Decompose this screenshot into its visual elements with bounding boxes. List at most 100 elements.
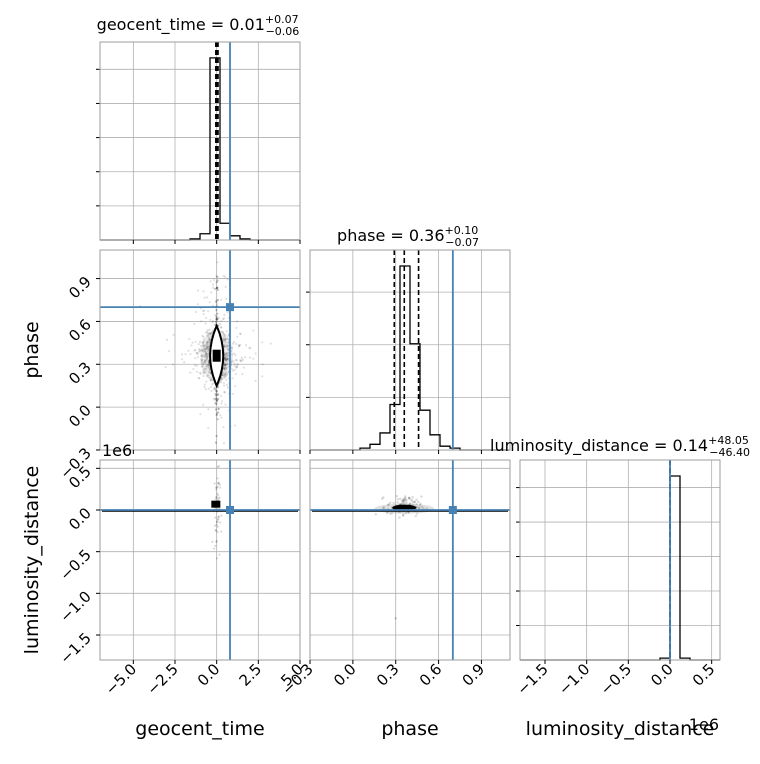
y-axis-label-luminosity-distance: luminosity_distance (21, 466, 43, 655)
ld-geocent-sample-point (214, 528, 217, 532)
phase-geocent-sample-point (207, 337, 210, 340)
phase-geocent-sample-point (204, 352, 208, 355)
ld-phase-sample-point (414, 514, 418, 518)
ld-phase-sample-point (402, 514, 405, 517)
phase-geocent-sample-point (206, 345, 210, 348)
phase-geocent-sample-point (207, 338, 210, 341)
phase-geocent-sample-point (252, 329, 255, 332)
phase-geocent-sample-point (210, 291, 213, 294)
phase-geocent-sample-point (230, 347, 233, 350)
phase-geocent-sample-point (209, 378, 212, 382)
ld-phase-sample-point (417, 507, 421, 510)
phase-geocent-sample-point (202, 371, 205, 374)
phase-geocent-sample-point (211, 286, 215, 289)
phase-geocent-sample-point (195, 351, 198, 355)
ld-geocent-sample-point (218, 496, 221, 499)
phase-geocent-sample-point (214, 313, 217, 317)
phase-geocent-sample-point (224, 363, 227, 366)
ld-geocent-sample-point (216, 485, 219, 488)
phase-geocent-sample-point (209, 280, 212, 283)
ld-geocent-sample-point (215, 557, 218, 560)
phase-geocent-streak-point (216, 393, 219, 397)
phase-geocent-sample-point (223, 345, 227, 348)
phase-geocent-streak-point (215, 287, 219, 290)
title-geocent-time-upper-error: +0.07 (265, 13, 299, 26)
phase-geocent-sample-point (207, 345, 210, 348)
phase-geocent-sample-point (223, 363, 227, 367)
phase-geocent-sample-point (224, 285, 227, 288)
phase-geocent-sample-point (224, 366, 227, 370)
phase-geocent-sample-point (226, 354, 230, 357)
phase-geocent-sample-point (198, 348, 201, 351)
phase-geocent-sample-point (205, 347, 208, 351)
phase-geocent-sample-point (221, 318, 225, 321)
phase-geocent-sample-point (223, 364, 227, 367)
phase-geocent-sample-point (201, 354, 204, 357)
phase-geocent-sample-point (203, 309, 206, 312)
phase-geocent-streak-point (213, 386, 217, 390)
phase-geocent-sample-point (226, 348, 230, 351)
title-phase-value: phase = 0.36 (337, 226, 444, 245)
phase-geocent-sample-point (206, 341, 209, 344)
phase-geocent-sample-point (207, 310, 210, 313)
phase-geocent-sample-point (207, 347, 210, 351)
phase-geocent-sample-point (212, 278, 216, 282)
phase-geocent-sample-point (201, 341, 205, 344)
phase-geocent-sample-point (238, 345, 241, 348)
phase-geocent-sample-point (231, 369, 234, 372)
phase-geocent-sample-point (200, 355, 204, 358)
phase-geocent-sample-point (202, 344, 205, 347)
phase-geocent-sample-point (195, 352, 198, 355)
ld-phase-sample-point (407, 497, 411, 500)
phase-geocent-streak-point (214, 402, 217, 405)
phase-geocent-sample-point (189, 371, 192, 374)
phase-geocent-streak-point (215, 280, 218, 284)
phase-geocent-streak-point (215, 315, 218, 318)
ld-phase-sample-point (390, 512, 394, 515)
phase-geocent-sample-point (222, 367, 226, 370)
ld-phase-sample-point (420, 505, 424, 509)
phase-geocent-sample-point (202, 350, 206, 353)
ld-phase-sample-point (411, 496, 414, 499)
phase-geocent-sample-point (210, 379, 213, 382)
phase-geocent-sample-point (196, 370, 199, 373)
phase-geocent-sample-point (220, 378, 223, 381)
phase-geocent-sample-point (201, 358, 204, 361)
ld-geocent-sample-point (211, 540, 214, 543)
phase-geocent-sample-point (209, 379, 212, 382)
phase-geocent-sample-point (226, 278, 229, 281)
phase-geocent-sample-point (171, 363, 175, 366)
title-luminosity-distance-upper-error: +48.05 (708, 434, 749, 447)
ld-geocent-sample-point (217, 517, 220, 521)
phase-geocent-sample-point (219, 322, 222, 326)
phase-geocent-sample-point (208, 339, 211, 342)
ld-ytick-label: −0.5 (56, 546, 94, 584)
phase-geocent-sample-point (194, 340, 197, 343)
phase-geocent-sample-point (206, 346, 210, 349)
ld-phase-sample-point (389, 501, 392, 505)
ld-x-offset-label: 1e6 (689, 715, 719, 734)
ld-histogram (520, 475, 720, 661)
phase-geocent-sample-point (224, 341, 227, 344)
phase-geocent-sample-point (202, 362, 205, 365)
phase-geocent-sample-point (225, 363, 228, 366)
ld-geocent-sample-point (216, 518, 220, 522)
ld-geocent-sample-point (217, 515, 220, 518)
phase-geocent-sample-point (226, 362, 229, 365)
phase-geocent-sample-point (223, 334, 226, 337)
phase-geocent-sample-point (216, 261, 219, 264)
phase-geocent-sample-point (204, 354, 207, 357)
phase-geocent-sample-point (207, 335, 210, 338)
ld-geocent-sample-point (217, 497, 220, 500)
ld-phase-sample-point (415, 506, 419, 509)
phase-geocent-streak-point (214, 398, 218, 401)
phase-geocent-sample-point (222, 382, 225, 385)
phase-geocent-sample-point (226, 386, 230, 389)
phase-geocent-sample-point (200, 320, 203, 323)
phase-geocent-sample-point (222, 274, 225, 278)
ld-ytick-label: −1.0 (56, 587, 94, 625)
phase-geocent-sample-point (231, 377, 234, 380)
phase-geocent-sample-point (193, 364, 197, 367)
phase-geocent-sample-point (221, 373, 224, 376)
phase-geocent-sample-point (204, 353, 207, 356)
